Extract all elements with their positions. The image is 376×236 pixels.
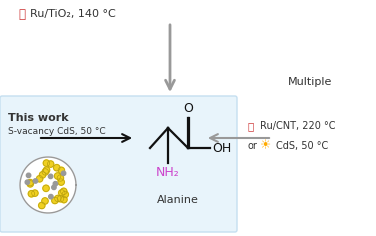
Circle shape	[39, 172, 46, 178]
Circle shape	[55, 173, 61, 179]
Circle shape	[55, 195, 61, 202]
Circle shape	[43, 185, 49, 191]
Text: Ru/TiO₂, 140 °C: Ru/TiO₂, 140 °C	[30, 9, 116, 19]
Circle shape	[58, 179, 64, 185]
Circle shape	[28, 191, 35, 197]
Text: Alanine: Alanine	[157, 195, 199, 205]
Circle shape	[42, 169, 49, 175]
Text: ☀: ☀	[260, 139, 271, 152]
Circle shape	[32, 190, 38, 196]
Circle shape	[43, 167, 50, 173]
Circle shape	[27, 179, 33, 186]
Text: CdS, 50 °C: CdS, 50 °C	[276, 141, 328, 151]
Text: 🌡: 🌡	[248, 121, 254, 131]
Circle shape	[57, 196, 64, 202]
Circle shape	[27, 181, 33, 187]
Circle shape	[42, 198, 48, 204]
Polygon shape	[20, 157, 76, 213]
Circle shape	[47, 161, 54, 167]
Text: S-vacancy CdS, 50 °C: S-vacancy CdS, 50 °C	[8, 127, 106, 136]
Text: or: or	[248, 141, 258, 151]
Circle shape	[36, 176, 43, 182]
Text: OH: OH	[212, 142, 231, 155]
Circle shape	[26, 173, 31, 177]
Circle shape	[61, 188, 67, 194]
Circle shape	[53, 181, 58, 186]
Text: O: O	[183, 102, 193, 115]
Circle shape	[61, 196, 67, 203]
Circle shape	[62, 191, 68, 198]
Circle shape	[39, 202, 45, 209]
Circle shape	[53, 164, 60, 171]
Circle shape	[43, 160, 50, 166]
Text: 🌡: 🌡	[18, 8, 25, 21]
FancyBboxPatch shape	[0, 96, 237, 232]
Circle shape	[52, 185, 56, 190]
Circle shape	[33, 179, 38, 183]
Circle shape	[61, 171, 66, 176]
Circle shape	[25, 180, 30, 184]
Circle shape	[58, 167, 65, 173]
Text: This work: This work	[8, 113, 69, 123]
Text: NH₂: NH₂	[156, 166, 180, 179]
Text: Ru/CNT, 220 °C: Ru/CNT, 220 °C	[260, 121, 335, 131]
Text: Multiple: Multiple	[288, 77, 332, 87]
Circle shape	[52, 197, 58, 204]
Circle shape	[49, 174, 53, 179]
Circle shape	[49, 194, 53, 199]
Circle shape	[57, 175, 64, 181]
Circle shape	[59, 190, 65, 196]
